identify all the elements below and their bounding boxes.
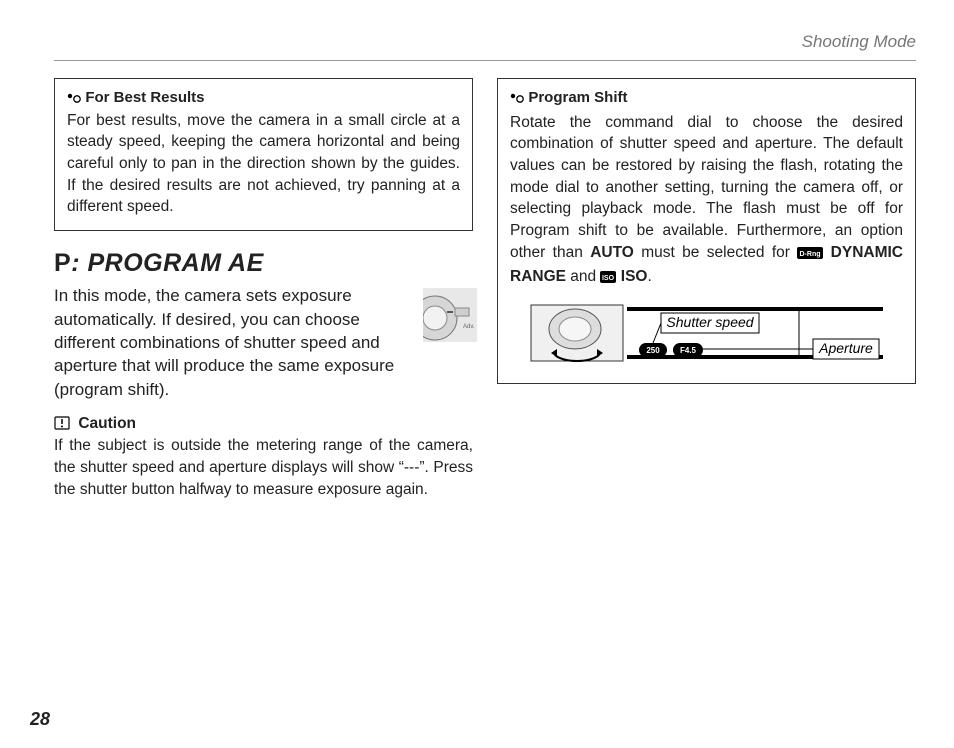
program-shift-body: Rotate the command dial to choose the de…	[510, 112, 903, 290]
svg-text:Adv.: Adv.	[463, 324, 475, 330]
best-results-body: For best results, move the camera in a s…	[67, 110, 460, 218]
ps-and: and	[566, 268, 600, 285]
right-column: Program Shift Rotate the command dial to…	[497, 78, 916, 500]
bullet-icon	[67, 88, 81, 110]
ps-body1: Rotate the command dial to choose the de…	[510, 114, 903, 261]
bullet-icon	[510, 88, 524, 110]
drng-icon: D-Rng	[797, 244, 823, 266]
left-column: For Best Results For best results, move …	[54, 78, 473, 500]
caution-title: Caution	[78, 415, 136, 432]
intro-wrap: In this mode, the camera sets exposure a…	[54, 284, 473, 401]
program-shift-box: Program Shift Rotate the command dial to…	[497, 78, 916, 384]
svg-text:D-Rng: D-Rng	[800, 251, 821, 258]
columns: For Best Results For best results, move …	[54, 78, 916, 500]
header-rule	[54, 60, 916, 61]
ps-body2: must be selected for	[634, 244, 797, 261]
page-number: 28	[30, 709, 50, 730]
mode-dial-thumbnail: Adv.	[423, 288, 477, 342]
aperture-label: Aperture	[818, 340, 873, 356]
ps-auto: AUTO	[590, 244, 634, 261]
ps-end: .	[647, 268, 651, 285]
svg-text:ISO: ISO	[602, 275, 615, 282]
iso-icon: ISO	[600, 268, 616, 290]
caution-icon	[54, 416, 70, 435]
val-250: 250	[646, 346, 660, 355]
program-ae-heading: P: PROGRAM AE	[54, 249, 473, 278]
caution-body: If the subject is outside the metering r…	[54, 435, 473, 500]
program-ae-intro: In this mode, the camera sets exposure a…	[54, 284, 473, 401]
best-results-box: For Best Results For best results, move …	[54, 78, 473, 231]
heading-rest: : PROGRAM AE	[71, 249, 264, 277]
ps-iso: ISO	[621, 268, 648, 285]
best-results-title: For Best Results	[85, 89, 204, 106]
section-header: Shooting Mode	[802, 32, 916, 52]
heading-P: P	[54, 249, 71, 277]
program-shift-title: Program Shift	[528, 89, 627, 106]
shutter-speed-label: Shutter speed	[666, 314, 754, 330]
caution-heading: Caution	[54, 415, 473, 435]
program-shift-diagram: 250 F4.5 Shutter speed Aperture	[510, 299, 903, 371]
val-f45: F4.5	[679, 346, 696, 355]
